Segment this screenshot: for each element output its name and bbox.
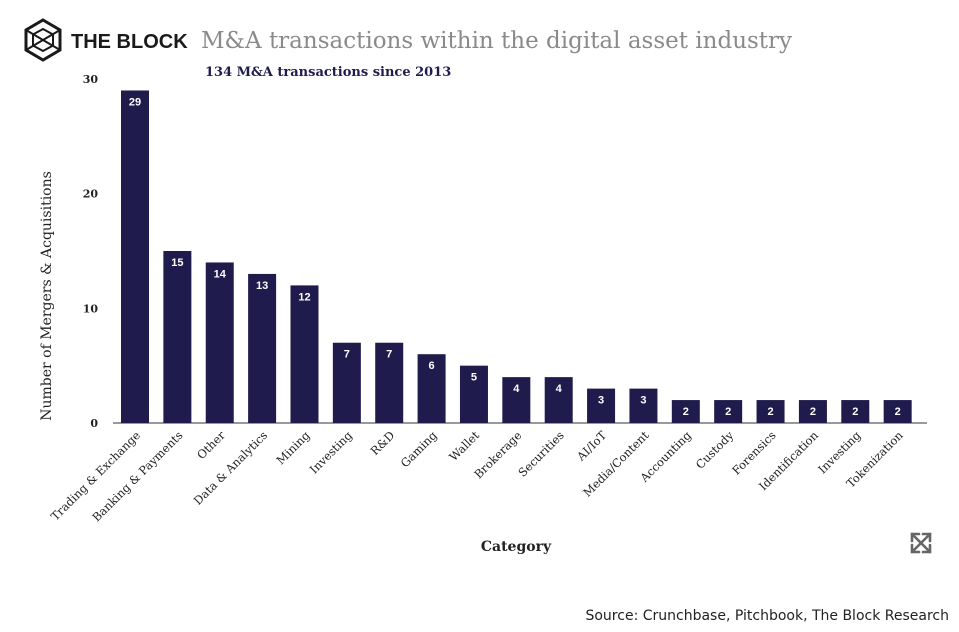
bar-labels: 29 15 14 13 12 7 7 6 5 4 4 3 3 2 2 2 2 2 2 <box>129 96 901 418</box>
y-tick-label: 20 <box>83 188 99 201</box>
brand-name: THE BLOCK <box>71 31 188 53</box>
y-tick-label: 0 <box>90 417 98 430</box>
bar-value-label: 2 <box>895 406 901 418</box>
bar-value-label: 2 <box>767 406 773 418</box>
bar <box>756 400 785 423</box>
x-tick-label: Securities <box>515 428 566 479</box>
y-ticks: 0 10 20 30 <box>83 73 99 430</box>
chart-svg: THE BLOCK M&A transactions within the di… <box>24 18 932 555</box>
bar <box>121 90 149 423</box>
x-tick-label: AI/IoT <box>573 428 609 464</box>
y-axis-label: Number of Mergers & Acquisitions <box>39 171 55 421</box>
x-tick-label: Wallet <box>446 428 482 464</box>
bar-value-label: 2 <box>810 406 816 418</box>
bar <box>375 342 404 423</box>
x-tick-label: Gaming <box>398 428 440 470</box>
chart-card: THE BLOCK M&A transactions within the di… <box>24 18 932 555</box>
bar-value-label: 7 <box>386 349 392 361</box>
bar-value-label: 29 <box>129 96 141 108</box>
bar <box>290 285 319 423</box>
bar-value-label: 4 <box>556 383 563 395</box>
bar-value-label: 5 <box>471 372 477 384</box>
bars <box>121 90 912 423</box>
x-tick-label: Other <box>194 428 228 462</box>
bar-value-label: 12 <box>298 291 310 303</box>
bar <box>502 377 531 423</box>
y-tick-label: 30 <box>83 73 99 86</box>
bar <box>798 400 827 423</box>
bar-value-label: 14 <box>214 268 227 280</box>
chart-subtitle: 134 M&A transactions since 2013 <box>205 65 451 80</box>
bar <box>205 262 234 423</box>
x-tick-label: Custody <box>693 428 737 472</box>
x-tick-label: Mining <box>273 428 313 468</box>
bar <box>544 377 573 423</box>
x-axis-label: Category <box>481 539 552 555</box>
bar-value-label: 4 <box>513 383 520 395</box>
bar-value-label: 7 <box>344 349 350 361</box>
bar <box>417 354 446 423</box>
bar <box>248 273 277 423</box>
bar <box>671 400 700 423</box>
bar <box>629 388 658 423</box>
x-tick-label: Investing <box>307 428 356 477</box>
bar <box>841 400 870 423</box>
bar-value-label: 3 <box>598 395 604 407</box>
bar <box>163 251 192 423</box>
bar-value-label: 13 <box>256 280 268 292</box>
cube-logo-icon <box>24 18 62 62</box>
bar-value-label: 2 <box>852 406 858 418</box>
bar <box>714 400 743 423</box>
y-tick-label: 10 <box>83 302 99 315</box>
bar-value-label: 2 <box>683 406 689 418</box>
bar-value-label: 3 <box>640 395 646 407</box>
expand-arrows-icon[interactable] <box>910 532 932 554</box>
bar <box>883 400 912 423</box>
source-credit: Source: Crunchbase, Pitchbook, The Block… <box>585 608 949 624</box>
chart-title: M&A transactions within the digital asse… <box>201 28 792 54</box>
bar <box>587 388 616 423</box>
bar <box>332 342 361 423</box>
bar <box>459 365 488 423</box>
bar-value-label: 6 <box>429 360 435 372</box>
x-tick-label: Data & Analytics <box>191 428 271 508</box>
bar-value-label: 2 <box>725 406 731 418</box>
bar-value-label: 15 <box>171 257 183 269</box>
x-tick-label: R&D <box>368 428 398 458</box>
